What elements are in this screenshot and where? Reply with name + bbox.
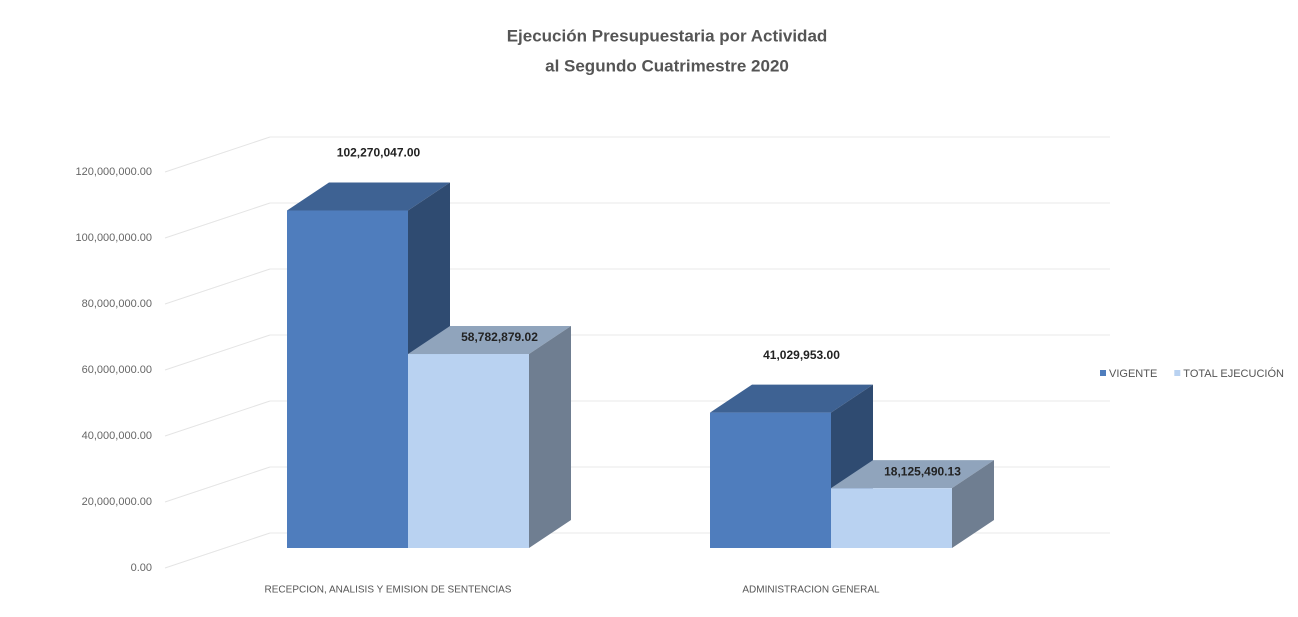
bar <box>408 354 529 548</box>
bar-top <box>831 460 994 489</box>
y-tick-label: 120,000,000.00 <box>76 166 152 178</box>
grid-line <box>164 466 271 503</box>
chart-subtitle: al Segundo Cuatrimestre 2020 <box>545 56 789 75</box>
x-tick-label: RECEPCION, ANALISIS Y EMISION DE SENTENC… <box>265 585 512 596</box>
data-label: 41,029,953.00 <box>763 348 840 362</box>
y-tick-label: 40,000,000.00 <box>82 430 152 442</box>
y-tick-label: 20,000,000.00 <box>82 496 152 508</box>
grid-line <box>164 532 271 569</box>
legend-label: VIGENTE <box>1109 368 1157 380</box>
bar-top <box>287 182 450 211</box>
grid-line <box>164 334 271 371</box>
chart-title: Ejecución Presupuestaria por Actividad <box>507 26 828 45</box>
legend-swatch <box>1174 370 1181 376</box>
grid-line <box>164 268 271 305</box>
bar-top <box>408 326 571 355</box>
bar <box>831 488 952 548</box>
y-tick-label: 60,000,000.00 <box>82 364 152 376</box>
x-tick-label: ADMINISTRACION GENERAL <box>742 585 880 596</box>
bar-top <box>710 384 873 413</box>
grid-line <box>164 400 271 437</box>
y-tick-label: 80,000,000.00 <box>82 298 152 310</box>
bar <box>710 412 831 548</box>
bar-side <box>952 460 994 548</box>
y-tick-label: 0.00 <box>131 562 152 574</box>
legend-label: TOTAL EJECUCIÓN <box>1183 367 1284 380</box>
data-label: 58,782,879.02 <box>461 330 538 344</box>
data-label: 102,270,047.00 <box>337 146 421 160</box>
grid-line <box>164 136 271 173</box>
bar <box>287 210 408 548</box>
data-label: 18,125,490.13 <box>884 464 961 478</box>
legend-swatch <box>1100 370 1106 376</box>
y-tick-label: 100,000,000.00 <box>76 232 152 244</box>
bar-side <box>529 326 571 548</box>
grid-line <box>164 202 271 239</box>
